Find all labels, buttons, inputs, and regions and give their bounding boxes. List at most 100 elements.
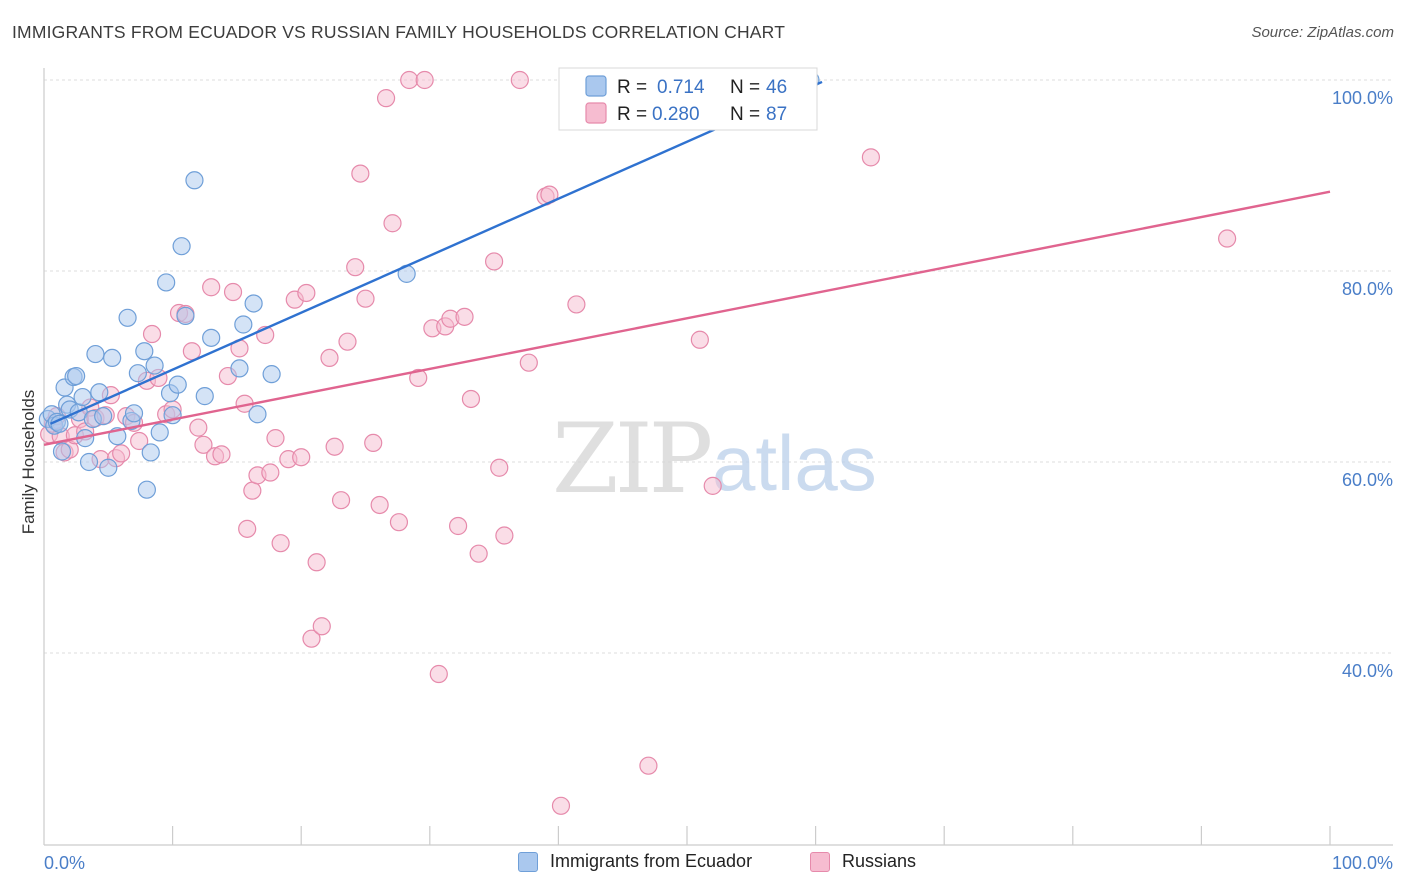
legend-item-russians: Russians [810,851,916,872]
russians-point [194,435,213,454]
legend-label-ecuador: Immigrants from Ecuador [550,851,753,871]
legend-n-value-russians: 87 [766,104,787,125]
russians-point [519,353,538,372]
ecuador-point [135,342,154,361]
ecuador-point [150,423,169,442]
ecuador-point [195,387,214,406]
ecuador-point [185,171,204,190]
russians-point [400,70,419,90]
ecuador-point [230,359,249,378]
russians-trend-line [43,190,1331,446]
russians-point [297,283,316,303]
ecuador-point [234,315,253,334]
y-axis-tick-labels: 40.0% 60.0% 80.0% 100.0% [1332,88,1393,681]
russians-point [485,252,504,271]
russians-point [202,278,221,297]
legend-swatch-ecuador [518,851,538,872]
legend-r-value-russians: 0.280 [652,104,700,125]
russians-point [266,429,285,448]
russians-point [271,534,290,553]
ecuador-point [202,328,221,347]
russians-point [292,448,311,467]
axes [43,68,1393,846]
ecuador-point [73,387,92,407]
y-axis-label: Family Households [19,390,38,535]
ecuador-point [248,405,267,424]
ecuador-point [145,356,164,375]
ecuador-point [244,294,263,313]
watermark-atlas: atlas [712,419,877,507]
russians-point [376,89,396,108]
russians-point [325,437,344,456]
russians-point [461,389,481,409]
russians-point [409,368,428,388]
ecuador-point [118,308,137,327]
russians-point [189,418,208,437]
stats-legend: R = 0.714 N = 46 R = 0.280 N = 87 [558,67,818,131]
ecuador-point [90,383,109,402]
ecuador-point [168,375,187,394]
y-tick-label: 40.0% [1342,661,1393,681]
russians-point [320,348,339,368]
legend-item-ecuador: Immigrants from Ecuador [518,851,752,872]
ecuador-point [52,442,72,461]
ecuador-point [103,348,122,368]
russians-point [223,282,243,302]
russians-point [312,617,331,636]
russians-point [243,481,262,500]
legend-r-label: R = [617,77,647,98]
legend-n-label: N = [730,77,760,98]
ecuador-point [137,480,156,499]
y-tick-label: 100.0% [1332,88,1393,108]
legend-label-russians: Russians [842,851,917,871]
russians-point [1218,229,1237,248]
ecuador-point [157,273,176,292]
ecuador-point [262,365,281,384]
russians-point [307,553,326,572]
legend-r-value-ecuador: 0.714 [657,77,705,98]
russians-point [469,544,488,563]
ecuador-points [38,70,820,499]
ecuador-point [86,344,105,364]
russians-point [212,445,231,464]
russians-point [703,476,722,495]
source-label: Source: ZipAtlas.com [1251,24,1394,41]
ecuador-point [99,458,118,477]
russians-point [510,70,529,90]
russians-point [331,491,351,510]
series-legend: Immigrants from Ecuador Russians [0,851,1406,879]
legend-swatch-russians [585,102,607,124]
russians-point [495,526,514,545]
russians-point [551,796,571,815]
x-tick-label-max: 100.0% [1332,853,1393,873]
russians-point [383,214,402,233]
russians-point [182,342,201,361]
x-axis-ticks [172,826,1331,845]
legend-swatch-russians [810,851,830,872]
ecuador-point [124,404,144,423]
chart-title: IMMIGRANTS FROM ECUADOR VS RUSSIAN FAMIL… [12,22,786,42]
russians-point [415,70,434,90]
watermark-zip: ZIP [552,403,711,515]
russians-point [302,629,321,648]
russians-point [238,519,257,538]
russians-point [130,431,149,451]
russians-point [338,332,357,351]
legend-r-label: R = [617,104,647,125]
russians-point [356,289,375,308]
ecuador-point [128,364,147,383]
russians-point [142,324,162,344]
russians-point [429,664,448,684]
y-tick-label: 80.0% [1342,279,1393,299]
russians-point [389,513,409,532]
ecuador-point [94,407,113,426]
russians-point [261,463,280,482]
russians-point [346,258,365,277]
russians-point [639,756,658,775]
russians-point [567,295,586,314]
russians-point [690,330,709,349]
russians-point [861,148,880,167]
ecuador-point [141,443,160,462]
russians-point [351,164,370,183]
